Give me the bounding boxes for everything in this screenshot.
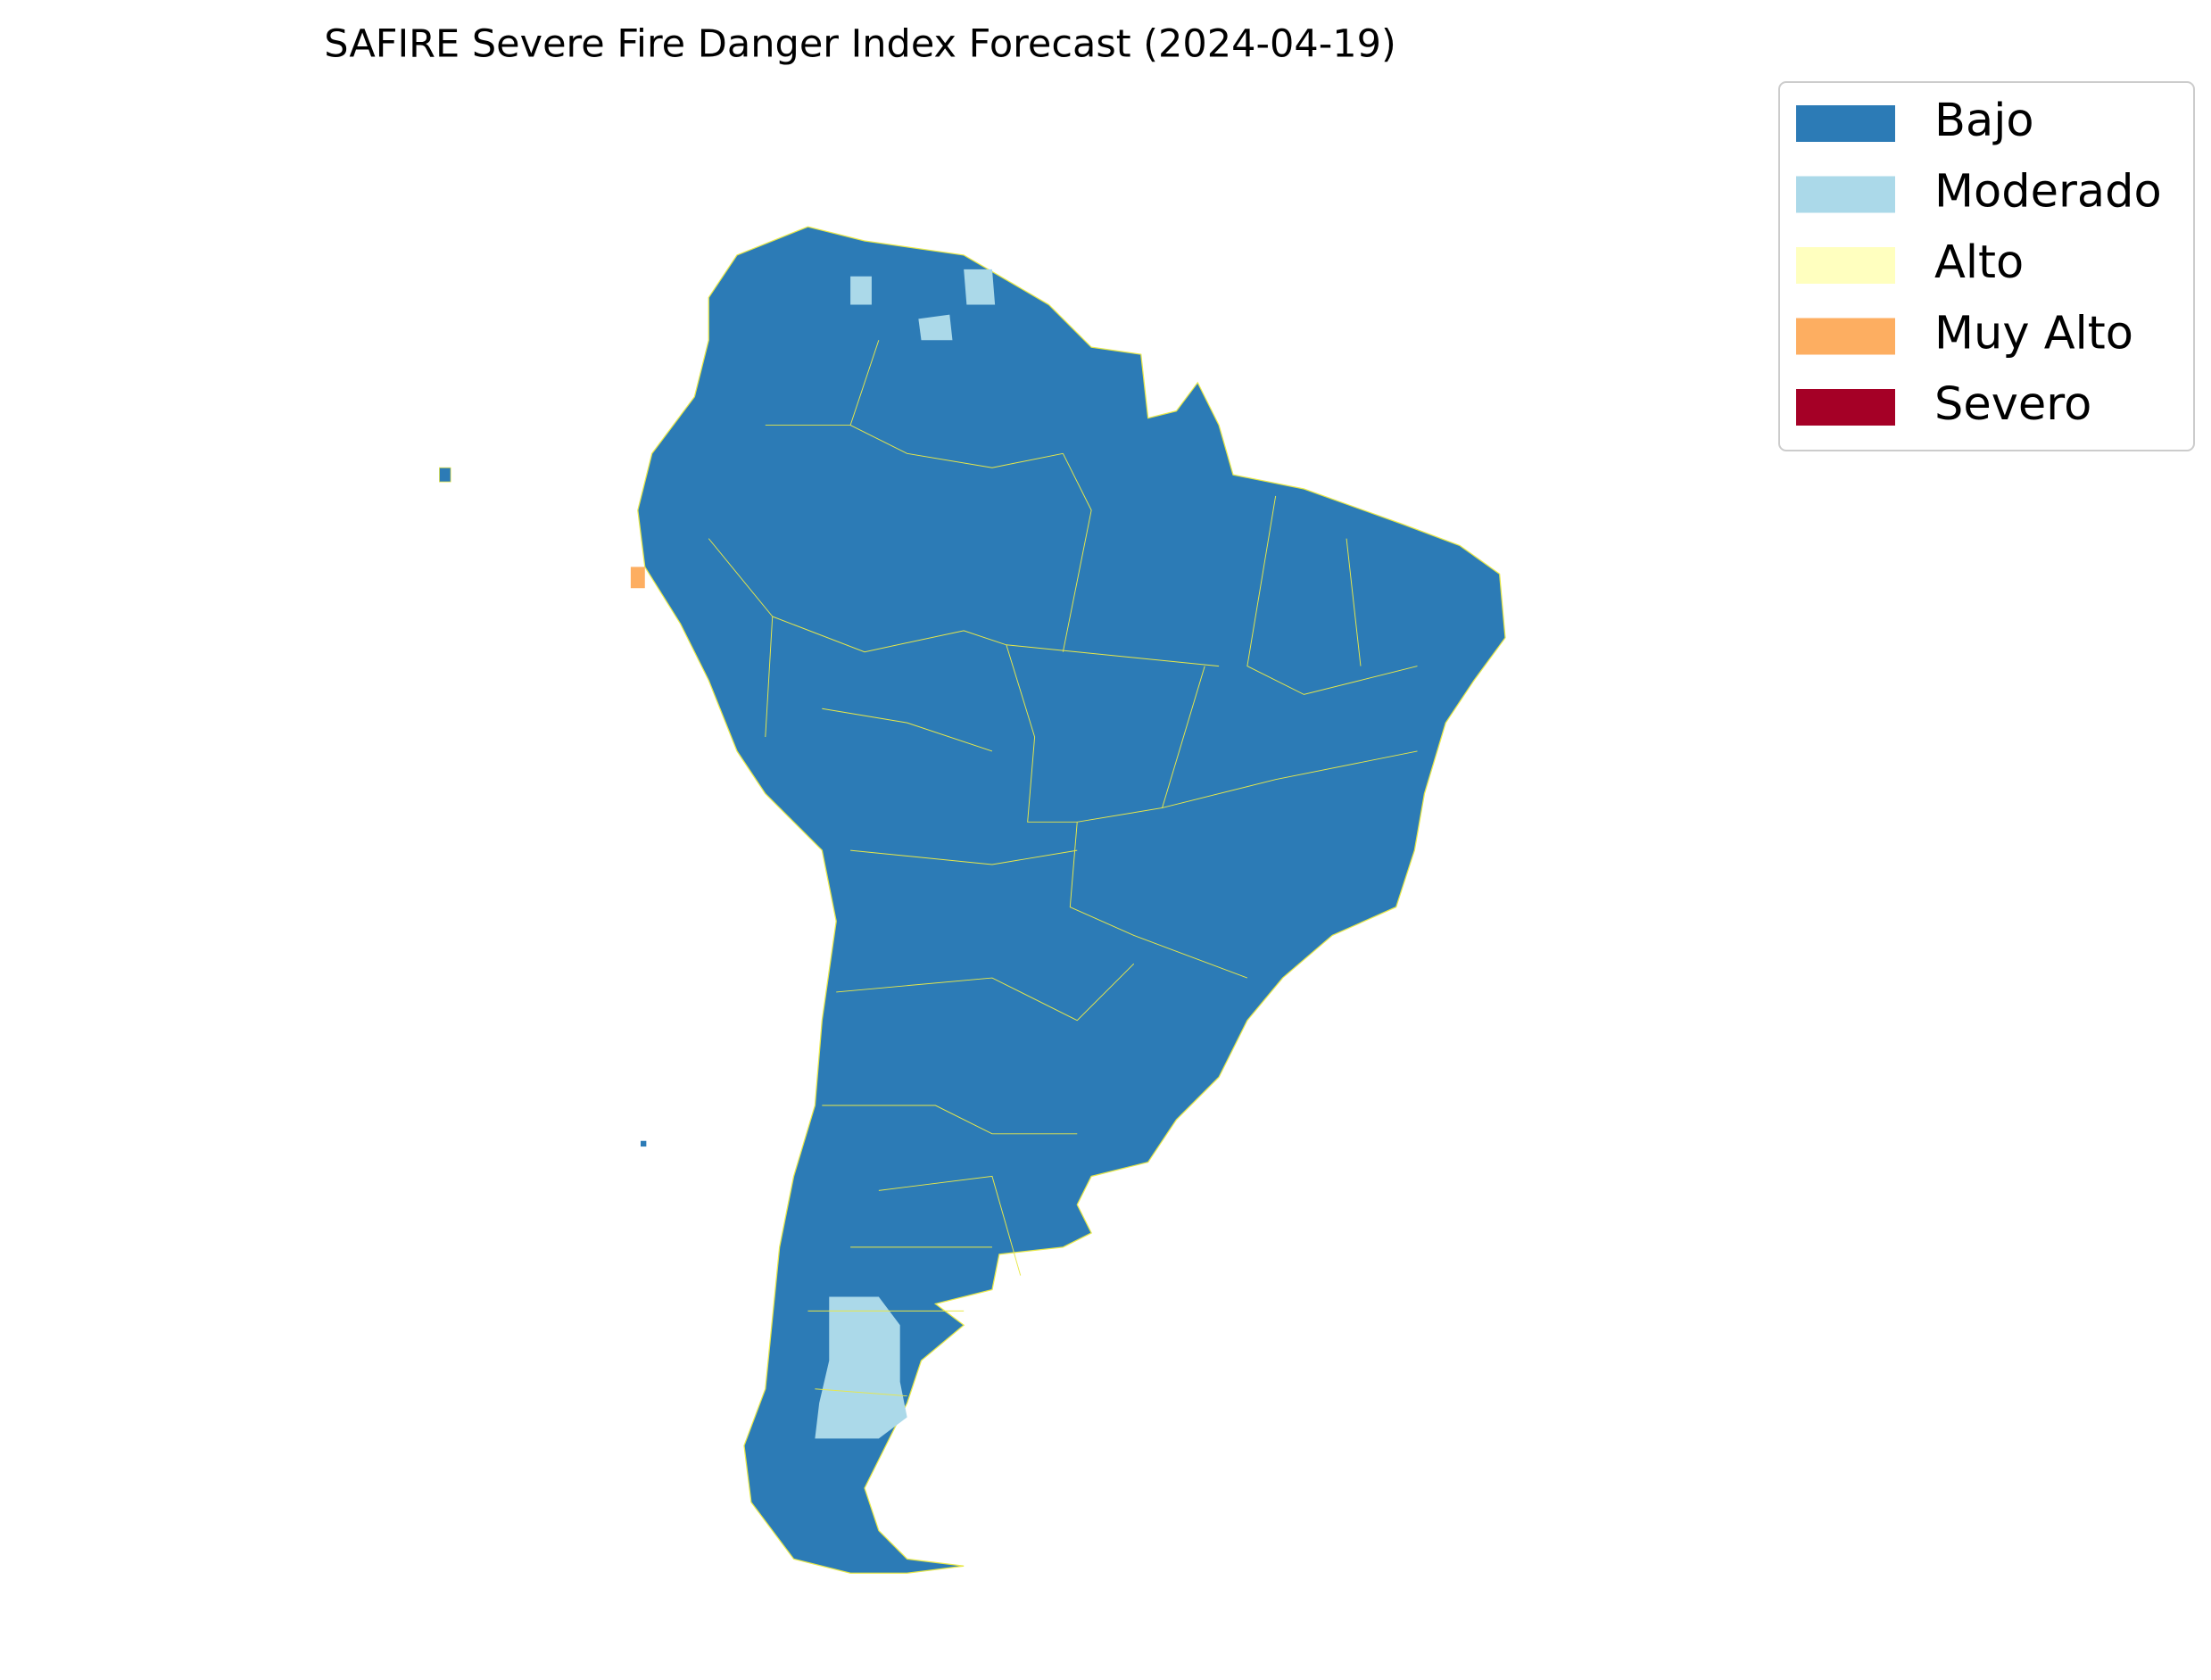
legend-label: Muy Alto — [1934, 308, 2133, 360]
map-title: SAFIRE Severe Fire Danger Index Forecast… — [324, 22, 1395, 67]
moderado-area — [850, 276, 872, 305]
map — [439, 226, 1506, 1574]
legend-label: Moderado — [1934, 166, 2162, 219]
legend-label: Alto — [1934, 236, 2024, 289]
continent — [637, 226, 1506, 1574]
admin-borders — [708, 340, 1418, 1397]
legend-swatch — [1796, 105, 1895, 142]
islands — [439, 467, 647, 1147]
legend-swatch — [1796, 247, 1895, 284]
legend-swatch — [1796, 389, 1895, 426]
legend-box — [1778, 81, 2195, 451]
moderado-area — [964, 269, 996, 305]
legend: Bajo Moderado Alto Muy Alto Severo — [1796, 95, 2162, 431]
legend-label: Severo — [1934, 378, 2091, 431]
legend-swatch — [1796, 318, 1895, 355]
moderado-area — [918, 314, 953, 341]
moderado-area — [815, 1296, 907, 1439]
legend-label: Bajo — [1934, 95, 2034, 147]
legend-swatch — [1796, 176, 1895, 213]
